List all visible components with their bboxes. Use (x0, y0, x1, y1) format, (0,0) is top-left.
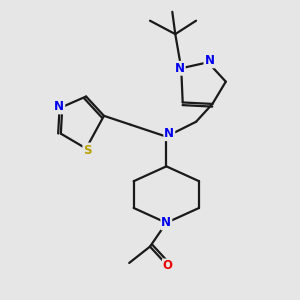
Text: N: N (161, 216, 171, 229)
Text: N: N (175, 62, 185, 75)
Text: N: N (204, 54, 214, 67)
Text: S: S (83, 143, 92, 157)
Text: O: O (163, 260, 173, 272)
Text: N: N (164, 127, 174, 140)
Text: N: N (54, 100, 64, 113)
